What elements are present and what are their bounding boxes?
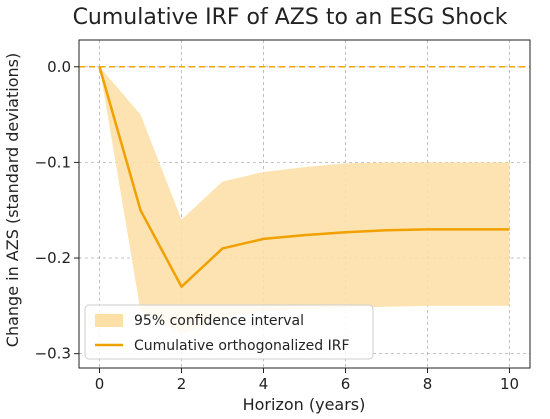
confidence-band: [99, 66, 510, 335]
legend: 95% confidence interval Cumulative ortho…: [84, 304, 374, 360]
tick-labels: 0 2 4 6 8 10 0.0 −0.1 −0.2 −0.3: [35, 58, 519, 393]
x-tick-label-1: 2: [177, 375, 187, 393]
y-tick-label-3: −0.3: [35, 345, 71, 363]
y-tick-label-1: −0.1: [35, 153, 71, 171]
legend-band-swatch: [95, 314, 123, 327]
irf-line-layer: [98, 66, 510, 288]
x-tick-label-3: 6: [341, 375, 351, 393]
legend-frame: [84, 304, 374, 360]
axes: [74, 39, 531, 373]
irf-line: [98, 66, 510, 288]
legend-line-label: Cumulative orthogonalized IRF: [134, 338, 350, 354]
x-axis-label: Horizon (years): [243, 395, 366, 414]
x-tick-label-5: 10: [500, 375, 519, 393]
legend-band-label: 95% confidence interval: [134, 313, 304, 329]
x-tick-label-4: 8: [423, 375, 433, 393]
plot-frame: [78, 39, 531, 369]
y-tick-label-2: −0.2: [35, 249, 71, 267]
y-axis-label: Change in AZS (standard deviations): [3, 53, 22, 347]
x-tick-label-2: 4: [259, 375, 269, 393]
confidence-band-layer: [99, 66, 510, 335]
y-tick-label-0: 0.0: [47, 58, 71, 76]
chart-title: Cumulative IRF of AZS to an ESG Shock: [73, 5, 508, 30]
x-tick-label-0: 0: [95, 375, 105, 393]
